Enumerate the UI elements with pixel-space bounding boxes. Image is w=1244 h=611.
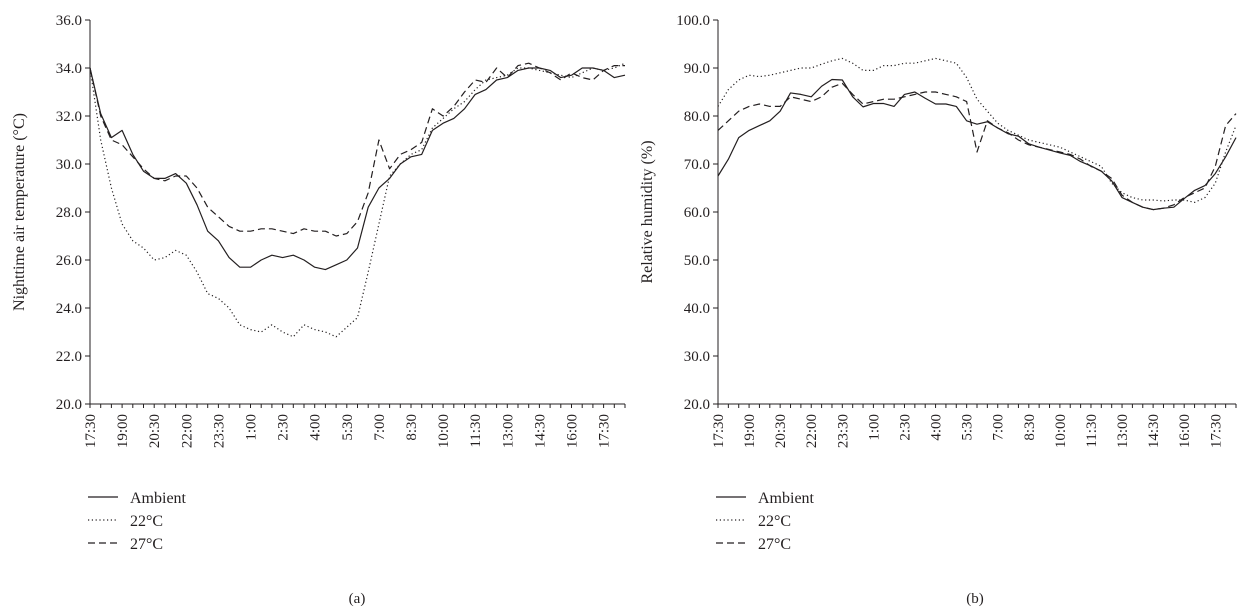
x-tick-label: 17:30 — [83, 414, 99, 448]
x-tick-label: 4:00 — [929, 414, 945, 441]
legend-label-2: 27°C — [130, 536, 163, 553]
x-tick-label: 20:30 — [773, 414, 789, 448]
humidity-chart-panel: 20.0 30.0 40.0 50.0 60.0 70.0 80.0 90.0 100.0 17:… — [639, 13, 1237, 607]
y-tick-label: 40.0 — [684, 301, 710, 317]
legend-label-1: 22°C — [130, 513, 163, 530]
panel-label: (a) — [349, 591, 366, 607]
x-tick-label: 16:00 — [565, 414, 581, 448]
x-tick-label: 14:30 — [532, 414, 548, 448]
series-line-2 — [717, 82, 1237, 211]
y-tick-label: 70.0 — [684, 157, 710, 173]
legend-label-0: Ambient — [758, 490, 815, 507]
y-tick-label: 22.0 — [56, 349, 82, 365]
x-tick-label: 16:00 — [1177, 414, 1193, 448]
x-tick-label: 8:30 — [1022, 414, 1038, 441]
y-tick-label: 50.0 — [684, 253, 710, 269]
x-tick-label: 17:30 — [711, 414, 727, 448]
legend-label-2: 27°C — [758, 536, 791, 553]
x-tick-label: 23:30 — [211, 414, 227, 448]
y-tick-label: 28.0 — [56, 205, 82, 221]
x-tick-label: 20:30 — [147, 414, 163, 448]
x-tick-label: 10:00 — [436, 414, 452, 448]
panel-label: (b) — [966, 591, 984, 607]
legend-label-0: Ambient — [130, 490, 187, 507]
x-tick-label: 17:30 — [1208, 414, 1224, 448]
y-tick-label: 20.0 — [684, 397, 710, 413]
x-tick-label: 11:30 — [1084, 414, 1100, 448]
series-line-0 — [717, 78, 1237, 211]
x-tick-label: 5:30 — [340, 414, 356, 441]
y-tick-label: 80.0 — [684, 109, 710, 125]
x-tick-label: 11:30 — [468, 414, 484, 448]
x-tick-label: 13:00 — [500, 414, 516, 448]
y-tick-label: 36.0 — [56, 13, 82, 29]
y-tick-label: 24.0 — [56, 301, 82, 317]
series-line-0 — [89, 67, 626, 271]
x-tick-label: 23:30 — [835, 414, 851, 448]
y-axis-title: Relative humidity (%) — [639, 140, 656, 283]
y-tick-label: 20.0 — [56, 397, 82, 413]
series-line-1 — [717, 57, 1237, 203]
y-tick-label: 30.0 — [684, 349, 710, 365]
x-tick-label: 14:30 — [1146, 414, 1162, 448]
x-tick-label: 1:00 — [244, 414, 260, 441]
series-line-2 — [89, 62, 625, 237]
x-tick-label: 7:00 — [991, 414, 1007, 441]
y-tick-label: 90.0 — [684, 61, 710, 77]
x-tick-label: 2:30 — [897, 414, 913, 441]
x-tick-label: 13:00 — [1115, 414, 1131, 448]
x-tick-label: 19:00 — [742, 414, 758, 448]
x-tick-label: 7:00 — [372, 414, 388, 441]
x-tick-label: 22:00 — [804, 414, 820, 448]
x-tick-label: 22:00 — [179, 414, 195, 448]
x-tick-label: 10:00 — [1053, 414, 1069, 448]
x-tick-label: 19:00 — [115, 414, 131, 448]
series-line-1 — [89, 62, 626, 338]
y-tick-label: 30.0 — [56, 157, 82, 173]
x-tick-label: 4:00 — [308, 414, 324, 441]
y-tick-label: 34.0 — [56, 61, 82, 77]
y-axis-title: Nighttime air temperature (°C) — [11, 113, 28, 311]
x-tick-label: 17:30 — [597, 414, 613, 448]
x-tick-label: 1:00 — [866, 414, 882, 441]
legend-label-1: 22°C — [758, 513, 791, 530]
temperature-chart-panel: 20.0 22.0 24.0 26.0 28.0 30.0 32.0 34.0 36.0 17:3… — [11, 13, 626, 607]
y-tick-label: 32.0 — [56, 109, 82, 125]
x-tick-label: 2:30 — [276, 414, 292, 441]
y-tick-label: 60.0 — [684, 205, 710, 221]
y-tick-label: 100.0 — [676, 13, 710, 29]
x-tick-label: 8:30 — [404, 414, 420, 441]
y-tick-label: 26.0 — [56, 253, 82, 269]
x-tick-label: 5:30 — [960, 414, 976, 441]
